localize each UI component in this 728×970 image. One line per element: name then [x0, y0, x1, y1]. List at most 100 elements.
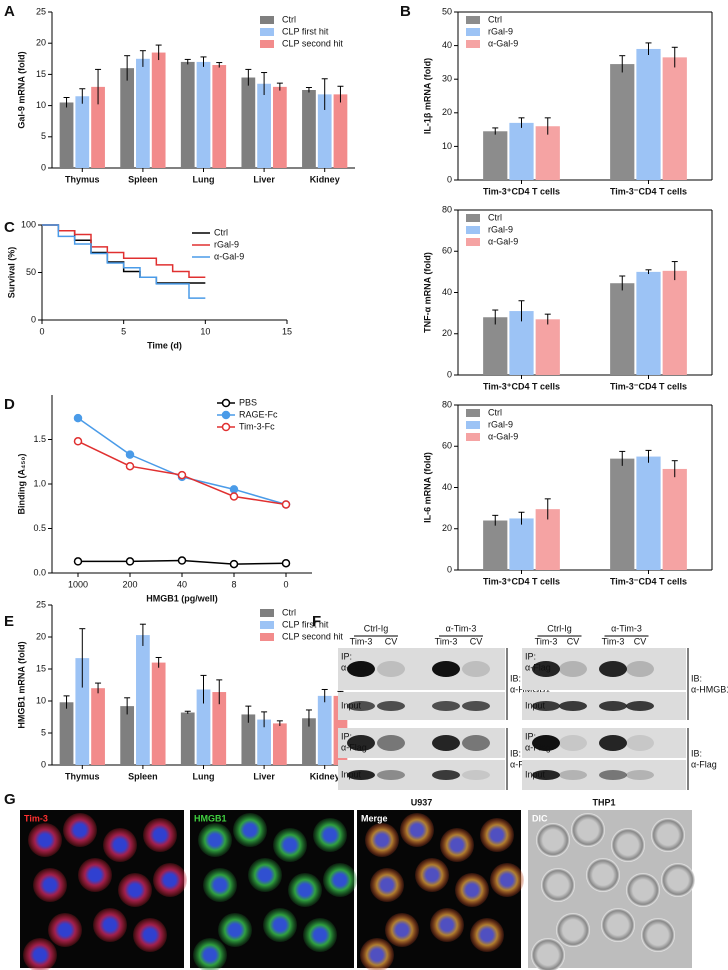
bar	[610, 458, 635, 570]
legend-label: RAGE-Fc	[239, 409, 278, 419]
cell-line-label: U937	[411, 797, 433, 807]
y-tick-label: 5	[41, 727, 46, 737]
legend-swatch	[260, 40, 274, 48]
bar	[212, 65, 227, 168]
blot-band	[599, 701, 627, 711]
cell	[455, 873, 489, 907]
error-bar	[276, 82, 283, 91]
x-tick-label: Liver	[253, 771, 275, 781]
y-tick-label: 15	[36, 663, 46, 673]
row-label: IP:	[525, 731, 536, 741]
error-bar	[645, 449, 652, 463]
cell-line-label: THP1	[592, 797, 615, 807]
y-tick-label: 20	[36, 631, 46, 641]
y-tick-label: 0	[41, 759, 46, 769]
legend-label: Ctrl	[488, 407, 502, 417]
x-tick-label: Tim-3⁻CD4 T cells	[610, 576, 687, 586]
bar	[75, 658, 90, 765]
panel-letter: A	[4, 3, 15, 20]
error-bar	[155, 656, 162, 668]
bar	[272, 86, 287, 168]
blot-band	[626, 735, 654, 751]
error-bar	[645, 42, 652, 56]
error-bar	[124, 697, 131, 715]
error-bar	[245, 68, 252, 86]
group-label: α-Tim-3	[611, 623, 642, 633]
legend-label: α-Gal-9	[488, 38, 518, 48]
lane-label: Tim-3	[602, 636, 625, 646]
error-bar	[95, 682, 102, 694]
legend-marker	[221, 398, 231, 408]
marker	[281, 500, 291, 509]
legend-label: Tim-3-Fc	[239, 421, 275, 431]
error-bar	[337, 85, 344, 103]
error-bar	[544, 313, 551, 325]
x-tick-label: 0	[283, 579, 288, 589]
marker	[125, 461, 135, 471]
x-tick-label: Spleen	[128, 771, 158, 781]
cell	[133, 918, 167, 952]
cell	[203, 868, 237, 902]
micrograph-label: Tim-3	[24, 813, 48, 823]
bar	[302, 718, 316, 765]
cell	[63, 813, 97, 847]
panel-letter: F	[312, 613, 321, 630]
legend-swatch	[466, 433, 480, 441]
blot-band	[347, 770, 375, 780]
y-tick-label: 0	[31, 314, 36, 324]
bar	[59, 702, 74, 765]
group-label: Ctrl-Ig	[547, 623, 572, 633]
blot-band	[599, 735, 627, 751]
y-tick-label: 25	[36, 6, 46, 16]
error-bar	[63, 96, 70, 108]
cell	[385, 913, 419, 947]
cell	[33, 868, 67, 902]
cell	[480, 818, 514, 852]
error-bar	[305, 709, 312, 727]
cell	[48, 913, 82, 947]
bar	[257, 719, 271, 765]
panel-letter: G	[4, 791, 16, 808]
bar	[662, 57, 687, 180]
panel-letter: B	[400, 3, 411, 20]
error-bar	[619, 55, 626, 73]
lane-label: Tim-3	[535, 636, 558, 646]
y-tick-label: 0.0	[33, 567, 46, 577]
error-bar	[139, 50, 146, 67]
x-axis-label: HMGB1 (pg/well)	[146, 593, 218, 603]
legend-label: rGal-9	[488, 224, 513, 234]
blot-band	[559, 701, 587, 711]
cell	[23, 938, 57, 970]
bar	[636, 48, 661, 181]
x-tick-label: 8	[231, 579, 236, 589]
row-label: IP:	[341, 651, 352, 661]
blot-band	[347, 701, 375, 711]
y-tick-label: 1.0	[33, 478, 46, 488]
cell	[415, 858, 449, 892]
blot-band	[532, 701, 560, 711]
bar	[136, 635, 150, 765]
error-bar	[492, 127, 499, 135]
cell	[28, 823, 62, 857]
x-tick-label: Spleen	[128, 174, 158, 184]
blot-band	[432, 770, 460, 780]
blot-band	[462, 661, 490, 677]
error-bar	[79, 88, 86, 104]
x-tick-label: 0	[39, 326, 44, 336]
error-bar	[200, 674, 207, 704]
row-label: α-Flag	[341, 662, 367, 672]
legend-label: Ctrl	[282, 14, 296, 24]
bar	[317, 94, 332, 168]
y-tick-label: 30	[442, 74, 452, 84]
error-bar	[619, 450, 626, 466]
x-tick-label: Liver	[253, 174, 275, 184]
cell	[556, 913, 590, 947]
blot-band	[532, 661, 560, 677]
survival-line	[42, 224, 206, 299]
blot-band	[432, 735, 460, 751]
error-bar	[671, 460, 678, 478]
bar	[241, 77, 256, 168]
cell	[430, 908, 464, 942]
x-tick-label: Lung	[193, 174, 215, 184]
y-tick-label: 100	[21, 219, 36, 229]
